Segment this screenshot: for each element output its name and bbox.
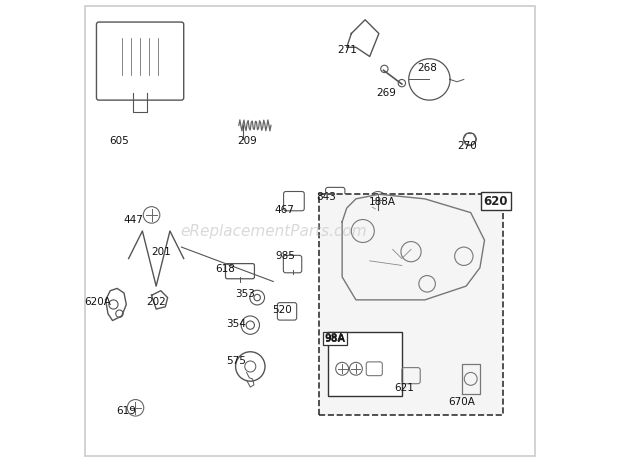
Text: 575: 575 xyxy=(226,355,247,365)
Text: 467: 467 xyxy=(275,205,294,215)
Text: 201: 201 xyxy=(151,247,170,257)
Text: 188A: 188A xyxy=(369,197,396,207)
Text: 268: 268 xyxy=(417,63,437,73)
Text: 620A: 620A xyxy=(84,297,111,307)
Text: 271: 271 xyxy=(337,45,356,55)
Text: 270: 270 xyxy=(457,140,477,151)
Text: 618: 618 xyxy=(215,264,235,274)
Text: 353: 353 xyxy=(235,289,255,299)
Text: 447: 447 xyxy=(123,214,143,225)
Bar xyxy=(319,194,503,415)
Text: 202: 202 xyxy=(146,297,166,307)
Text: 843: 843 xyxy=(316,192,336,201)
Text: 621: 621 xyxy=(394,383,414,393)
Text: 354: 354 xyxy=(226,319,246,329)
Text: 269: 269 xyxy=(376,88,396,98)
Text: 619: 619 xyxy=(117,406,136,416)
Text: 98A: 98A xyxy=(324,333,345,342)
Text: 985: 985 xyxy=(276,251,296,261)
Text: 605: 605 xyxy=(110,136,130,146)
Text: eReplacementParts.com: eReplacementParts.com xyxy=(180,224,366,238)
Text: 670A: 670A xyxy=(448,397,475,407)
Bar xyxy=(329,332,402,396)
Text: 209: 209 xyxy=(237,136,257,146)
Text: 98A: 98A xyxy=(325,334,346,344)
Text: 520: 520 xyxy=(273,305,292,315)
Text: 620: 620 xyxy=(484,195,508,207)
